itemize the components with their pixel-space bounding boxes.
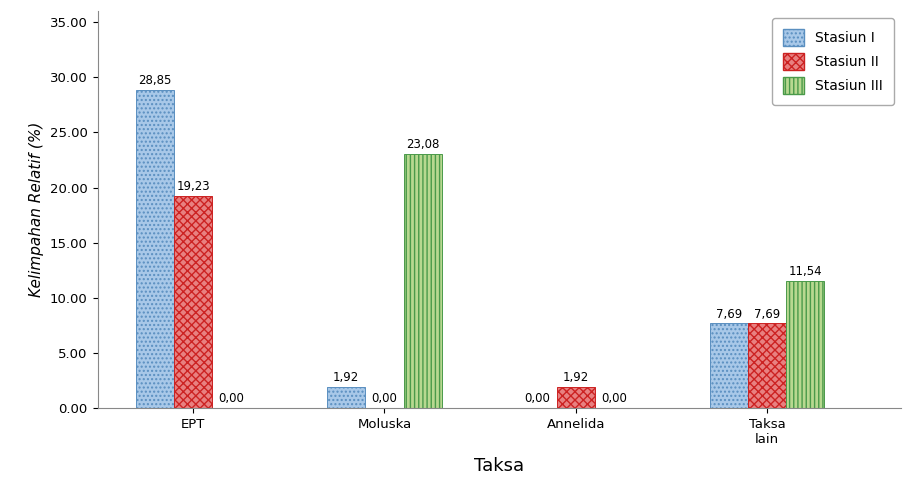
Text: 19,23: 19,23 — [176, 180, 210, 193]
Text: 11,54: 11,54 — [788, 265, 821, 278]
Y-axis label: Kelimpahan Relatif (%): Kelimpahan Relatif (%) — [29, 122, 45, 297]
Text: 0,00: 0,00 — [219, 392, 244, 405]
Text: 28,85: 28,85 — [138, 74, 171, 87]
Bar — [785, 281, 824, 408]
Text: 1,92: 1,92 — [333, 371, 359, 384]
Text: 7,69: 7,69 — [753, 308, 779, 320]
X-axis label: Taksa: Taksa — [474, 457, 524, 475]
Text: 0,00: 0,00 — [371, 392, 397, 405]
Text: 0,00: 0,00 — [524, 392, 549, 405]
Bar — [556, 387, 594, 408]
Bar — [327, 387, 365, 408]
Text: 0,00: 0,00 — [600, 392, 626, 405]
Legend: Stasiun I, Stasiun II, Stasiun III: Stasiun I, Stasiun II, Stasiun III — [772, 18, 893, 105]
Text: 23,08: 23,08 — [405, 138, 439, 151]
Bar — [747, 323, 785, 408]
Bar — [136, 90, 174, 408]
Bar — [174, 196, 212, 408]
Text: 7,69: 7,69 — [715, 308, 741, 320]
Bar — [709, 323, 747, 408]
Text: 1,92: 1,92 — [562, 371, 589, 384]
Bar — [403, 154, 441, 408]
